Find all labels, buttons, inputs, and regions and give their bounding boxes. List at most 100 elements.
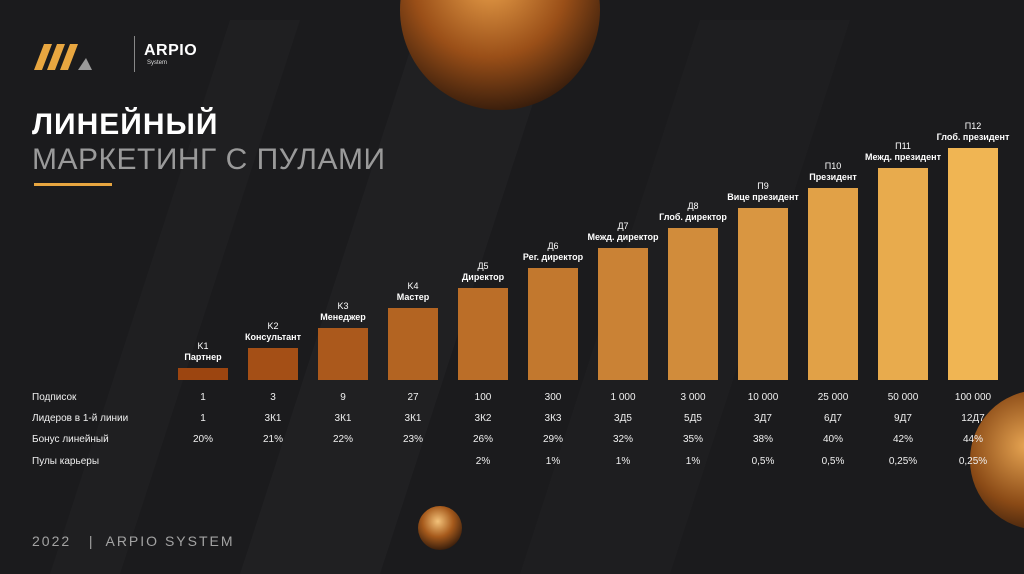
table-cell: 100 000	[954, 392, 992, 403]
table-cell: 42%	[892, 434, 913, 445]
bar-code-label: K3	[337, 301, 348, 311]
table-cell: 0,25%	[888, 456, 918, 467]
table-cell: 2%	[475, 456, 491, 467]
bar-rank-label: Межд. директор	[587, 232, 659, 242]
bar-code-label: Д8	[687, 201, 698, 211]
table-cell: 27	[407, 392, 419, 403]
table-cell: 25 000	[817, 392, 849, 403]
bar-K4	[388, 308, 438, 380]
bar-Д7	[598, 248, 648, 380]
bar-code-label: П11	[895, 141, 911, 151]
table-cell: 1%	[685, 456, 701, 467]
table-row-label: Подписок	[32, 392, 77, 403]
table-cell: 29%	[542, 434, 563, 445]
table-row-label: Пулы карьеры	[32, 456, 100, 467]
bar-code-label: П9	[757, 181, 768, 191]
footer-company: ARPIO SYSTEM	[105, 533, 235, 549]
table-cell: 3	[270, 392, 276, 403]
decor-sphere-right	[970, 391, 1024, 529]
table-cell: 1 000	[610, 392, 636, 403]
table-cell: 50 000	[887, 392, 919, 403]
table-cell: 21%	[262, 434, 283, 445]
table-cell: 3Д7	[754, 413, 772, 424]
brand-sub: System	[147, 60, 168, 66]
title-underline	[34, 183, 112, 186]
table-cell: 32%	[612, 434, 633, 445]
bar-Д6	[528, 268, 578, 380]
table-cell: 1%	[545, 456, 561, 467]
table-cell: 3Д5	[614, 413, 632, 424]
bar-code-label: K1	[197, 341, 208, 351]
bar-П10	[808, 188, 858, 380]
table-cell: 10 000	[747, 392, 779, 403]
table-cell: 22%	[332, 434, 353, 445]
bar-code-label: K4	[407, 281, 418, 291]
table-cell: 3 000	[680, 392, 706, 403]
logo-icon	[34, 44, 92, 70]
table-cell: 300	[544, 392, 562, 403]
decor-sphere-bottom	[418, 506, 462, 550]
table-cell: 40%	[822, 434, 843, 445]
bar-code-label: П10	[825, 161, 841, 171]
bar-rank-label: Глоб. президент	[937, 132, 1010, 142]
table-cell: 26%	[472, 434, 493, 445]
bar-П12	[948, 148, 998, 380]
table-cell: 3К1	[404, 413, 422, 424]
table-cell: 20%	[192, 434, 213, 445]
table-cell: 23%	[402, 434, 423, 445]
page-subtitle: МАРКЕТИНГ С ПУЛАМИ	[32, 143, 386, 176]
table-row-label: Бонус линейный	[32, 434, 109, 445]
decor-sphere-top	[400, 0, 600, 110]
table-cell: 3К2	[474, 413, 492, 424]
bar-code-label: Д7	[617, 221, 628, 231]
footer-separator: |	[88, 533, 95, 549]
table-cell: 1	[200, 392, 206, 403]
bar-code-label: П12	[965, 121, 981, 131]
bar-rank-label: Консультант	[245, 332, 302, 342]
logo: ARPIO System	[34, 34, 198, 74]
bar-П11	[878, 168, 928, 380]
table-cell: 9	[340, 392, 346, 403]
table-cell: 1	[200, 413, 206, 424]
bar-rank-label: Мастер	[397, 292, 430, 302]
bar-Д5	[458, 288, 508, 380]
table-cell: 3К1	[264, 413, 282, 424]
bar-K3	[318, 328, 368, 380]
logo-divider	[134, 36, 135, 72]
table-cell: 3К3	[544, 413, 562, 424]
table-cell: 0,5%	[751, 456, 775, 467]
bar-rank-label: Партнер	[184, 352, 222, 362]
table-cell: 38%	[752, 434, 773, 445]
bar-П9	[738, 208, 788, 380]
bar-rank-label: Директор	[462, 272, 505, 282]
table-cell: 12Д7	[961, 413, 985, 424]
bar-Д8	[668, 228, 718, 380]
footer-year: 2022	[32, 533, 72, 549]
table-cell: 6Д7	[824, 413, 842, 424]
bar-rank-label: Менеджер	[320, 312, 366, 322]
bar-rank-label: Глоб. директор	[659, 212, 727, 222]
bar-code-label: K2	[267, 321, 278, 331]
table-cell: 44%	[962, 434, 983, 445]
table-cell: 0,25%	[958, 456, 988, 467]
bar-rank-label: Рег. директор	[523, 252, 584, 262]
table-cell: 0,5%	[821, 456, 845, 467]
bar-code-label: Д6	[547, 241, 558, 251]
bar-K1	[178, 368, 228, 380]
footer: 2022 | ARPIO SYSTEM	[32, 533, 235, 549]
table-cell: 35%	[682, 434, 703, 445]
table-cell: 3К1	[334, 413, 352, 424]
table-cell: 5Д5	[684, 413, 702, 424]
bar-code-label: Д5	[477, 261, 488, 271]
brand-name: ARPIO	[144, 42, 198, 59]
bar-rank-label: Межд. президент	[865, 152, 942, 162]
bar-rank-label: Вице президент	[727, 192, 799, 202]
bar-rank-label: Президент	[809, 172, 857, 182]
page-title: ЛИНЕЙНЫЙ	[32, 108, 219, 141]
table-row-label: Лидеров в 1-й линии	[32, 413, 129, 424]
bar-K2	[248, 348, 298, 380]
table-cell: 9Д7	[894, 413, 912, 424]
table-cell: 100	[474, 392, 492, 403]
table-cell: 1%	[615, 456, 631, 467]
